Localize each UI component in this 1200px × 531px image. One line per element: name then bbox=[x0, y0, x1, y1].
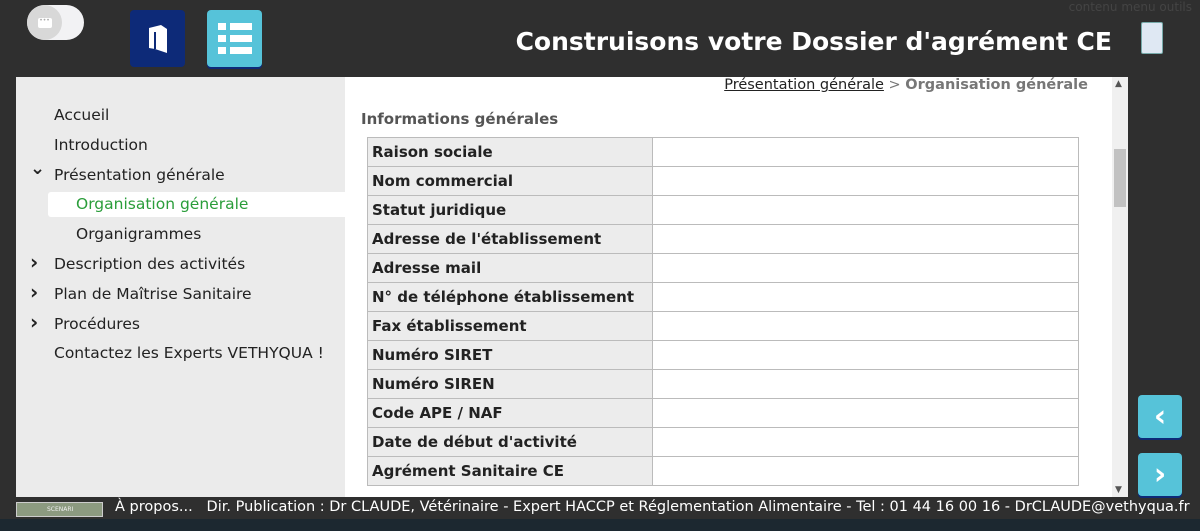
field-value[interactable] bbox=[652, 195, 1079, 225]
footer: SCENARI À propos... Dir. Publication : D… bbox=[0, 499, 1200, 519]
chevron-right-icon[interactable]: › bbox=[30, 279, 39, 304]
field-label: Fax établissement bbox=[367, 311, 653, 341]
table-row: Code APE / NAF bbox=[367, 398, 1079, 428]
field-label: Agrément Sanitaire CE bbox=[367, 456, 653, 486]
chevron-right-icon: › bbox=[1153, 457, 1167, 492]
breadcrumb: Présentation générale > Organisation gén… bbox=[724, 77, 1088, 93]
about-link[interactable]: À propos... bbox=[115, 499, 193, 515]
tools-nav[interactable]: contenu menu outils bbox=[1068, 0, 1192, 14]
sidebar-item[interactable]: ⌄ Présentation générale bbox=[30, 158, 225, 184]
chevron-down-icon[interactable]: ⌄ bbox=[30, 157, 46, 179]
info-table: Raison sociale Nom commercial Statut jurid… bbox=[367, 137, 1079, 486]
sidebar-item[interactable]: Introduction bbox=[54, 136, 148, 154]
sidebar-item[interactable]: Contactez les Experts VETHYQUA ! bbox=[54, 344, 324, 362]
sidebar-item-label: Présentation générale bbox=[54, 165, 225, 184]
comment-icon: ••• bbox=[37, 17, 52, 28]
scenari-logo[interactable]: SCENARI bbox=[16, 502, 103, 517]
field-label: Code APE / NAF bbox=[367, 398, 653, 428]
page-title: Construisons votre Dossier d'agrément CE bbox=[515, 27, 1112, 56]
field-value[interactable] bbox=[652, 456, 1079, 486]
field-value[interactable] bbox=[652, 369, 1079, 399]
table-row: N° de téléphone établissement bbox=[367, 282, 1079, 312]
field-label: Adresse de l'établissement bbox=[367, 224, 653, 254]
sidebar-item-label: Accueil bbox=[54, 106, 110, 124]
book-button[interactable] bbox=[130, 10, 185, 67]
field-value[interactable] bbox=[652, 311, 1079, 341]
sidebar-item[interactable]: › Procédures bbox=[30, 310, 140, 334]
field-label: Raison sociale bbox=[367, 137, 653, 167]
sidebar-item[interactable]: Accueil bbox=[54, 106, 109, 124]
sidebar-item[interactable]: Organigrammes bbox=[76, 225, 201, 243]
sidebar-item-label: Plan de Maîtrise Sanitaire bbox=[54, 284, 252, 303]
publication-info: Dir. Publication : Dr CLAUDE, Vétérinair… bbox=[206, 499, 1190, 515]
field-value[interactable] bbox=[652, 166, 1079, 196]
field-label: Adresse mail bbox=[367, 253, 653, 283]
comments-toggle[interactable]: ••• bbox=[27, 5, 84, 40]
sidebar-item-label: Contactez les Experts VETHYQUA ! bbox=[54, 344, 324, 363]
field-label: Numéro SIREN bbox=[367, 369, 653, 399]
sidebar-item-label: Procédures bbox=[54, 314, 140, 333]
field-label: Date de début d'activité bbox=[367, 427, 653, 457]
field-value[interactable] bbox=[652, 398, 1079, 428]
sidebar bbox=[16, 77, 345, 497]
breadcrumb-sep: > bbox=[888, 77, 901, 93]
scroll-down-icon[interactable]: ▼ bbox=[1115, 485, 1122, 495]
chevron-right-icon[interactable]: › bbox=[30, 309, 39, 334]
list-icon bbox=[217, 22, 252, 54]
chevron-right-icon[interactable]: › bbox=[30, 250, 39, 274]
sidebar-item[interactable]: › Description des activités bbox=[30, 250, 246, 274]
breadcrumb-parent[interactable]: Présentation générale bbox=[724, 77, 884, 93]
sidebar-item[interactable]: Organisation générale bbox=[76, 195, 248, 213]
scroll-thumb[interactable] bbox=[1114, 149, 1126, 207]
field-value[interactable] bbox=[652, 253, 1079, 283]
field-label: Numéro SIRET bbox=[367, 340, 653, 370]
taskbar bbox=[0, 519, 1200, 531]
sidebar-item-label: Introduction bbox=[54, 135, 148, 154]
content-area: Présentation générale > Organisation gén… bbox=[345, 77, 1112, 497]
field-label: Statut juridique bbox=[367, 195, 653, 225]
active-highlight bbox=[48, 192, 345, 217]
table-row: Adresse mail bbox=[367, 253, 1079, 283]
breadcrumb-current: Organisation générale bbox=[905, 77, 1088, 93]
book-icon bbox=[148, 24, 167, 53]
scrollbar[interactable]: ▲ ▼ bbox=[1112, 77, 1128, 497]
table-row: Statut juridique bbox=[367, 195, 1079, 225]
scroll-up-icon[interactable]: ▲ bbox=[1115, 79, 1122, 89]
chevron-left-icon: ‹ bbox=[1153, 399, 1167, 434]
table-row: Raison sociale bbox=[367, 137, 1079, 167]
table-row: Agrément Sanitaire CE bbox=[367, 456, 1079, 486]
previous-button[interactable]: ‹ bbox=[1138, 395, 1182, 438]
table-row: Adresse de l'établissement bbox=[367, 224, 1079, 254]
sidebar-item-label: Organisation générale bbox=[76, 195, 249, 214]
field-value[interactable] bbox=[652, 282, 1079, 312]
field-value[interactable] bbox=[652, 340, 1079, 370]
table-row: Nom commercial bbox=[367, 166, 1079, 196]
table-row: Numéro SIRET bbox=[367, 340, 1079, 370]
toc-button[interactable] bbox=[207, 10, 262, 67]
logo bbox=[1141, 22, 1163, 54]
field-value[interactable] bbox=[652, 427, 1079, 457]
next-button[interactable]: › bbox=[1138, 453, 1182, 496]
table-row: Date de début d'activité bbox=[367, 427, 1079, 457]
sidebar-item-label: Organigrammes bbox=[76, 225, 202, 244]
table-row: Fax établissement bbox=[367, 311, 1079, 341]
field-value[interactable] bbox=[652, 224, 1079, 254]
sidebar-item[interactable]: › Plan de Maîtrise Sanitaire bbox=[30, 280, 252, 304]
table-row: Numéro SIREN bbox=[367, 369, 1079, 399]
field-label: Nom commercial bbox=[367, 166, 653, 196]
field-value[interactable] bbox=[652, 137, 1079, 167]
sidebar-item-label: Description des activités bbox=[54, 255, 246, 273]
field-label: N° de téléphone établissement bbox=[367, 282, 653, 312]
section-heading: Informations générales bbox=[361, 110, 559, 128]
